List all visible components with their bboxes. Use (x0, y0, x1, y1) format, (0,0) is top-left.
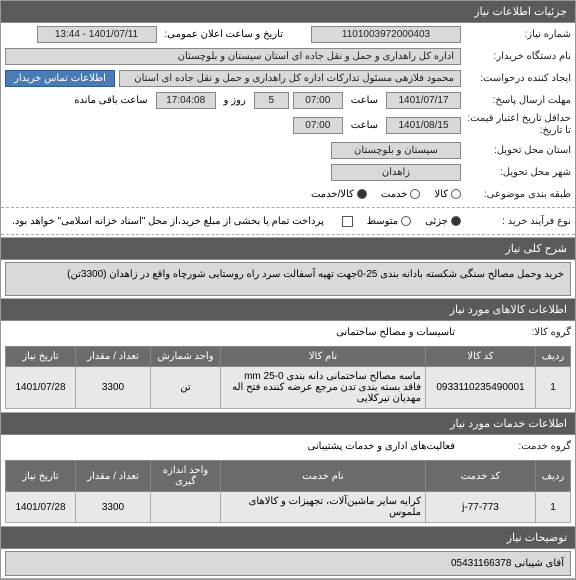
main-header: جزئیات اطلاعات نیاز (1, 1, 575, 23)
form-container: جزئیات اطلاعات نیاز شماره نیاز: 11010039… (0, 0, 576, 580)
goods-th-3: واحد شمارش (151, 347, 221, 367)
creator-label: ایجاد کننده درخواست: (461, 73, 571, 84)
general-desc-text: خرید وحمل مصالح سنگی شکسته بادانه بندی 2… (5, 262, 571, 296)
goods-th-4: تعداد / مقدار (76, 347, 151, 367)
goods-cell: ماسه مصالح ساختمانی دانه بندی 0-25 mm فا… (221, 367, 426, 409)
treasury-checkbox[interactable] (342, 216, 353, 227)
goods-cell: 3300 (76, 367, 151, 409)
province-label: استان محل تحویل: (461, 145, 571, 156)
announce-label: تاریخ و ساعت اعلان عمومی: (161, 29, 288, 40)
radio-goods[interactable]: کالا (434, 189, 461, 200)
goods-table: ردیف کد کالا نام کالا واحد شمارش تعداد /… (5, 346, 571, 409)
goods-group-label: گروه کالا: (461, 327, 571, 338)
services-header: اطلاعات خدمات مورد نیاز (1, 413, 575, 435)
buyer-value: اداره کل راهداری و حمل و نقل جاده ای است… (5, 48, 461, 65)
remaining-label: ساعت باقی مانده (70, 95, 151, 106)
goods-cell: 1 (536, 367, 571, 409)
radio-both[interactable]: کالا/خدمت (311, 189, 367, 200)
goods-row: 1 0933110235490001 ماسه مصالح ساختمانی د… (6, 367, 571, 409)
contact-buyer-button[interactable]: اطلاعات تماس خریدار (5, 70, 115, 87)
services-row: 1 j-77-773 کرایه سایر ماشین‌آلات، تجهیزا… (6, 492, 571, 523)
goods-th-5: تاریخ نیاز (6, 347, 76, 367)
svc-th-5: تاریخ نیاز (6, 461, 76, 492)
svc-cell: 1401/07/28 (6, 492, 76, 523)
deadline-date: 1401/07/17 (386, 92, 461, 109)
goods-th-0: ردیف (536, 347, 571, 367)
radio-service-label: خدمت (381, 189, 408, 200)
countdown: 17:04:08 (156, 92, 216, 109)
service-group-value: فعالیت‌های اداری و خدمات پشتیبانی (5, 438, 461, 455)
svc-cell (151, 492, 221, 523)
validity-date: 1401/08/15 (386, 117, 461, 134)
time-label-1: ساعت (347, 95, 382, 106)
svc-cell: 3300 (76, 492, 151, 523)
svc-th-1: کد خدمت (426, 461, 536, 492)
radio-service[interactable]: خدمت (381, 189, 421, 200)
svc-th-0: ردیف (536, 461, 571, 492)
validity-label: حداقل تاریخ اعتبار قیمت: تا تاریخ: (461, 113, 571, 137)
category-label: طبقه بندی موضوعی: (461, 189, 571, 200)
validity-time: 07:00 (293, 117, 343, 134)
notes-header: توضیحات نیاز (1, 527, 575, 549)
svc-cell: 1 (536, 492, 571, 523)
creator-value: محمود فلازهی مسئول تدارکات اداره کل راهد… (119, 70, 461, 87)
radio-medium[interactable]: متوسط (367, 216, 411, 227)
need-number-label: شماره نیاز: (461, 29, 571, 40)
goods-cell: 1401/07/28 (6, 367, 76, 409)
goods-header: اطلاعات کالاهای مورد نیاز (1, 299, 575, 321)
days-remaining: 5 (254, 92, 289, 109)
announce-value: 1401/07/11 - 13:44 (37, 26, 157, 43)
svc-th-4: تعداد / مقدار (76, 461, 151, 492)
radio-medium-label: متوسط (367, 216, 398, 227)
days-label: روز و (220, 95, 250, 106)
general-info-section: شماره نیاز: 1101003972000403 تاریخ و ساع… (1, 23, 575, 238)
goods-group-value: تاسیسات و مصالح ساختمانی (5, 324, 461, 341)
svc-th-3: واحد اندازه گیری (151, 461, 221, 492)
buyer-label: نام دستگاه خریدار: (461, 51, 571, 62)
services-table: ردیف کد خدمت نام خدمت واحد اندازه گیری ت… (5, 460, 571, 523)
goods-th-2: نام کالا (221, 347, 426, 367)
radio-minor[interactable]: جزئی (425, 216, 461, 227)
time-label-2: ساعت (347, 120, 382, 131)
deadline-time: 07:00 (293, 92, 343, 109)
service-group-label: گروه خدمت: (461, 441, 571, 452)
svc-cell: کرایه سایر ماشین‌آلات، تجهیزات و کالاهای… (221, 492, 426, 523)
general-desc-header: شرح کلی نیاز (1, 238, 575, 260)
goods-cell: تن (151, 367, 221, 409)
process-label: نوع فرآیند خرید : (461, 216, 571, 227)
notes-text: آقای شیبانی 05431166378 (5, 551, 571, 576)
svc-th-2: نام خدمت (221, 461, 426, 492)
process-text: پرداخت تمام یا بخشی از مبلغ خرید،از محل … (8, 216, 328, 227)
province-value: سیستان و بلوچستان (331, 142, 461, 159)
need-number-value: 1101003972000403 (311, 26, 461, 43)
radio-both-label: کالا/خدمت (311, 189, 354, 200)
svc-cell: j-77-773 (426, 492, 536, 523)
radio-minor-label: جزئی (425, 216, 448, 227)
goods-th-1: کد کالا (426, 347, 536, 367)
deadline-label: مهلت ارسال پاسخ: (461, 95, 571, 106)
goods-cell: 0933110235490001 (426, 367, 536, 409)
city-label: شهر محل تحویل: (461, 167, 571, 178)
radio-goods-label: کالا (434, 189, 448, 200)
city-value: زاهدان (331, 164, 461, 181)
